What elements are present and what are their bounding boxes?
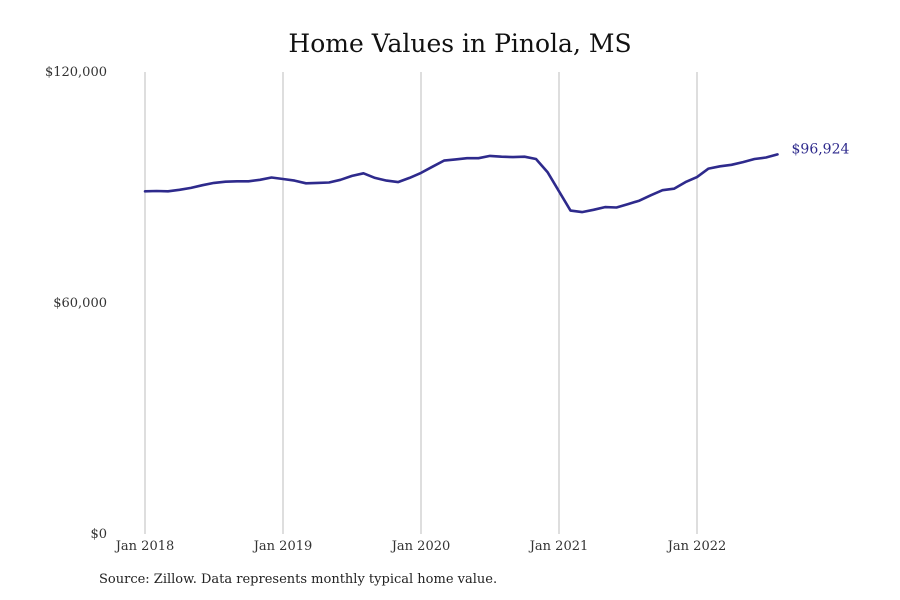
- y-tick-label: $60,000: [53, 296, 107, 311]
- x-tick-label: Jan 2022: [666, 539, 727, 554]
- x-tick-label: Jan 2018: [114, 539, 175, 554]
- x-tick-label: Jan 2021: [528, 539, 589, 554]
- home-value-line: [143, 153, 779, 214]
- latest-value-label: $96,924: [792, 141, 850, 157]
- y-tick-label: $120,000: [45, 65, 107, 80]
- chart-title: Home Values in Pinola, MS: [288, 29, 631, 58]
- source-note: Source: Zillow. Data represents monthly …: [99, 572, 498, 587]
- x-axis-tick-labels: Jan 2018 Jan 2019 Jan 2020 Jan 2021 Jan 2022: [114, 539, 727, 554]
- x-tick-label: Jan 2020: [390, 539, 451, 554]
- gridlines: [144, 72, 698, 534]
- x-tick-label: Jan 2019: [252, 539, 313, 554]
- y-axis-tick-labels: $0 $60,000 $120,000: [45, 65, 107, 542]
- y-tick-label: $0: [90, 527, 107, 542]
